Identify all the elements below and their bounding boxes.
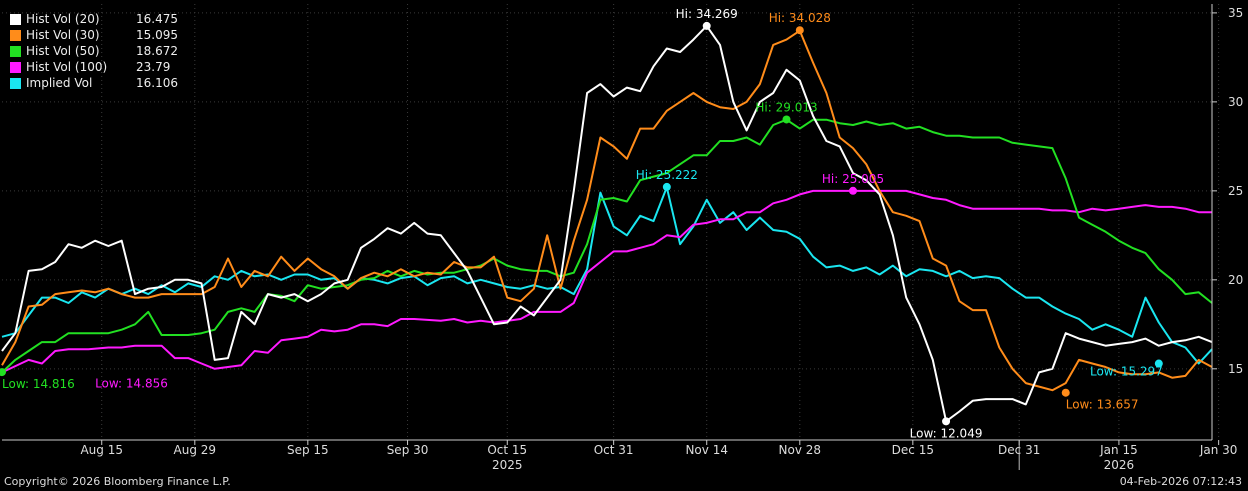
legend-label: Hist Vol (100)	[26, 60, 108, 74]
y-tick-label: 15	[1228, 362, 1243, 376]
legend: Hist Vol (20) 16.475 Hist Vol (30) 15.09…	[10, 11, 178, 91]
legend-swatch	[10, 13, 21, 25]
annotation-label: Low: 15.297	[1090, 365, 1163, 379]
annotation-label: Hi: 34.028	[769, 11, 831, 25]
annotation-dot	[795, 26, 804, 35]
series-line-iv	[1, 186, 1213, 365]
copyright-text: Copyright© 2026 Bloomberg Finance L.P.	[4, 475, 231, 488]
annotation-label: Hi: 34.269	[676, 7, 738, 21]
legend-swatch	[10, 77, 21, 89]
series-lines	[1, 24, 1213, 423]
x-tick-label: Oct 31	[594, 443, 634, 457]
legend-value: 23.79	[136, 60, 171, 74]
annotation-label: Low: 14.816	[2, 377, 75, 391]
legend-label: Implied Vol	[26, 76, 93, 90]
legend-item-hv100[interactable]: Hist Vol (100) 23.79	[10, 59, 178, 75]
legend-label: Hist Vol (30)	[26, 28, 100, 42]
x-tick-label: Jan 15	[1099, 443, 1138, 457]
annotation-dot	[0, 368, 6, 377]
annotation-dot	[1061, 388, 1070, 397]
annotations: Hi: 34.269 Hi: 34.028 Hi: 29.013 Hi: 25.222…	[0, 7, 1163, 440]
x-tick-label: Aug 15	[80, 443, 123, 457]
annotation-label: Hi: 29.013	[755, 100, 817, 114]
x-tick-label: Oct 15	[487, 443, 527, 457]
annotation-label: Low: 13.657	[1066, 398, 1139, 412]
x-tick-label: Nov 14	[685, 443, 728, 457]
x-tick-label: Dec 15	[892, 443, 934, 457]
legend-item-hv50[interactable]: Hist Vol (50) 18.672	[10, 43, 178, 59]
annotation-dot	[782, 115, 791, 124]
x-year-label: 2025	[492, 458, 523, 472]
legend-swatch	[10, 61, 21, 73]
annotation-dot	[1154, 359, 1163, 368]
y-tick-label: 25	[1228, 184, 1243, 198]
legend-label: Hist Vol (50)	[26, 44, 100, 58]
annotation-dot	[942, 417, 951, 426]
legend-swatch	[10, 45, 21, 57]
legend-item-iv[interactable]: Implied Vol 16.106	[10, 75, 178, 91]
x-year-label: 2026	[1104, 458, 1135, 472]
annotation-label: Low: 12.049	[910, 426, 983, 440]
annotation-dot	[702, 21, 711, 30]
annotation-dot	[848, 186, 857, 195]
legend-item-hv30[interactable]: Hist Vol (30) 15.095	[10, 27, 178, 43]
x-tick-label: Nov 28	[779, 443, 822, 457]
legend-value: 16.475	[136, 12, 178, 26]
annotation-label: Hi: 25.222	[636, 168, 698, 182]
legend-label: Hist Vol (20)	[26, 12, 100, 26]
x-tick-label: Jan 30	[1199, 443, 1238, 457]
y-tick-label: 35	[1228, 6, 1243, 20]
x-tick-label: Sep 15	[287, 443, 329, 457]
grid-lines	[2, 4, 1220, 440]
y-tick-label: 30	[1228, 95, 1243, 109]
legend-item-hv20[interactable]: Hist Vol (20) 16.475	[10, 11, 178, 27]
series-line-hv20	[1, 24, 1213, 423]
legend-value: 15.095	[136, 28, 178, 42]
legend-value: 18.672	[136, 44, 178, 58]
x-tick-label: Aug 29	[174, 443, 217, 457]
legend-value: 16.106	[136, 76, 178, 90]
annotation-dot	[662, 182, 671, 191]
timestamp-text: 04-Feb-2026 07:12:43	[1119, 475, 1242, 488]
series-line-hv100	[1, 189, 1212, 374]
annotation-label: Low: 14.856	[95, 376, 168, 390]
y-tick-label: 20	[1228, 273, 1243, 287]
annotation-label: Hi: 25.005	[822, 172, 884, 186]
series-line-hv50	[1, 118, 1213, 374]
x-tick-label: Sep 30	[387, 443, 429, 457]
legend-swatch	[10, 29, 21, 41]
